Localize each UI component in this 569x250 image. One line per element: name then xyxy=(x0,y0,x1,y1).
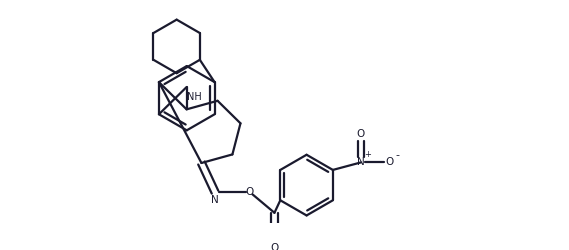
Text: -: - xyxy=(396,150,400,160)
Text: N: N xyxy=(211,195,219,205)
Text: NH: NH xyxy=(187,92,202,102)
Text: O: O xyxy=(386,158,394,168)
Text: O: O xyxy=(270,244,279,250)
Text: +: + xyxy=(364,150,371,159)
Text: O: O xyxy=(246,187,254,197)
Text: N: N xyxy=(357,158,365,168)
Text: O: O xyxy=(357,129,365,139)
